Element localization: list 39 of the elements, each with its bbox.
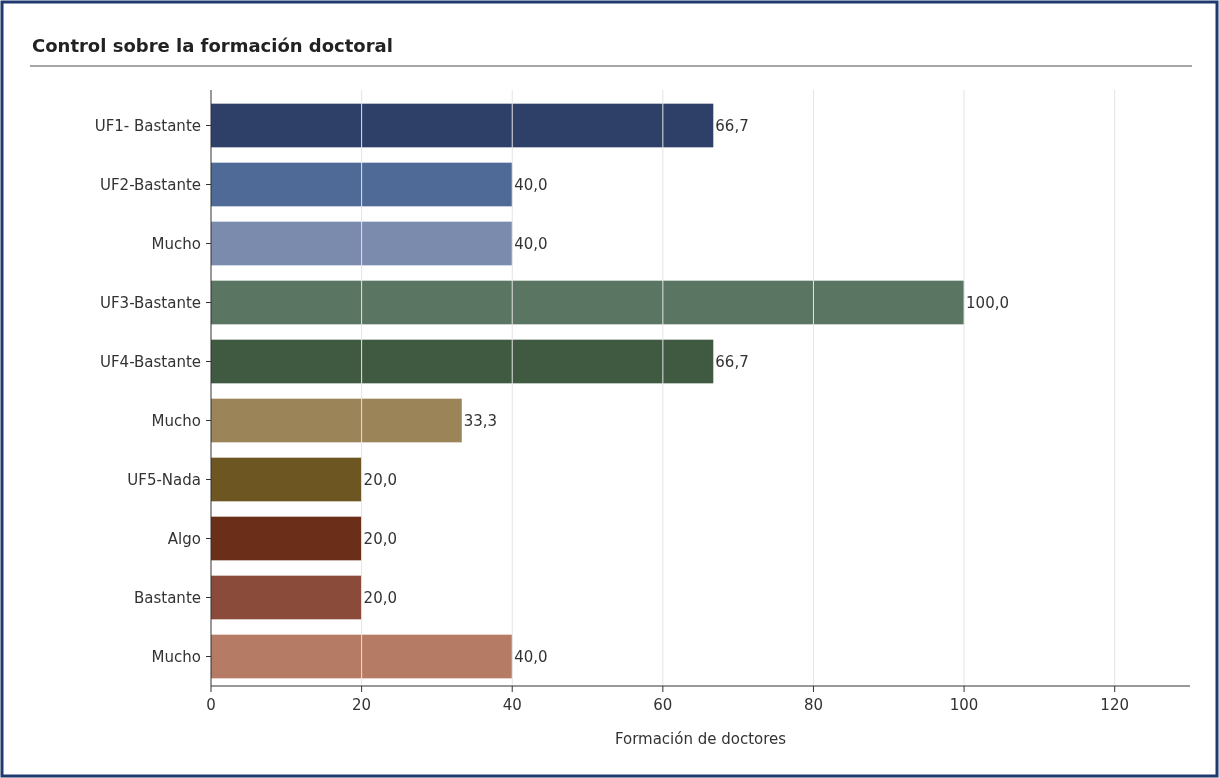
bar — [211, 634, 513, 679]
x-tick-label: 80 — [803, 696, 824, 714]
x-tick-label: 40 — [502, 696, 522, 714]
x-tick-label: 120 — [1100, 696, 1130, 714]
y-tick-label: Mucho — [151, 647, 201, 666]
x-axis-title: Formación de doctores — [614, 730, 787, 748]
bar — [211, 575, 362, 620]
data-label: 33,3 — [463, 411, 498, 430]
y-tick-label: Bastante — [134, 588, 201, 607]
data-label: 20,0 — [363, 529, 398, 548]
x-tick-label: 60 — [653, 696, 673, 714]
y-tick-label: UF5-Nada — [127, 470, 201, 489]
y-tick-label: Mucho — [151, 411, 201, 430]
y-tick-label: UF4-Bastante — [99, 352, 201, 371]
data-label: 66,7 — [715, 352, 749, 371]
x-tick-label: 0 — [206, 696, 216, 714]
x-tick-label: 20 — [352, 696, 372, 714]
y-tick-label: Mucho — [151, 234, 201, 253]
data-label: 40,0 — [514, 234, 548, 253]
chart-title: Control sobre la formación doctoral — [32, 35, 393, 56]
bar — [211, 457, 362, 502]
data-label: 40,0 — [514, 647, 548, 666]
bar — [211, 280, 965, 325]
data-label: 66,7 — [715, 116, 749, 135]
data-label: 40,0 — [514, 175, 548, 194]
bar — [211, 103, 714, 148]
bar — [211, 339, 714, 384]
bar — [211, 398, 462, 443]
y-tick-label: UF1- Bastante — [94, 116, 201, 135]
y-tick-label: UF3-Bastante — [99, 293, 201, 312]
x-tick-label: 100 — [949, 696, 979, 714]
data-label: 20,0 — [363, 470, 398, 489]
data-label: 20,0 — [363, 588, 398, 607]
y-tick-label: Algo — [167, 529, 201, 548]
bar — [211, 162, 513, 207]
data-label: 100,0 — [966, 293, 1010, 312]
bar — [211, 221, 513, 266]
bar — [211, 516, 362, 561]
y-tick-label: UF2-Bastante — [99, 175, 201, 194]
